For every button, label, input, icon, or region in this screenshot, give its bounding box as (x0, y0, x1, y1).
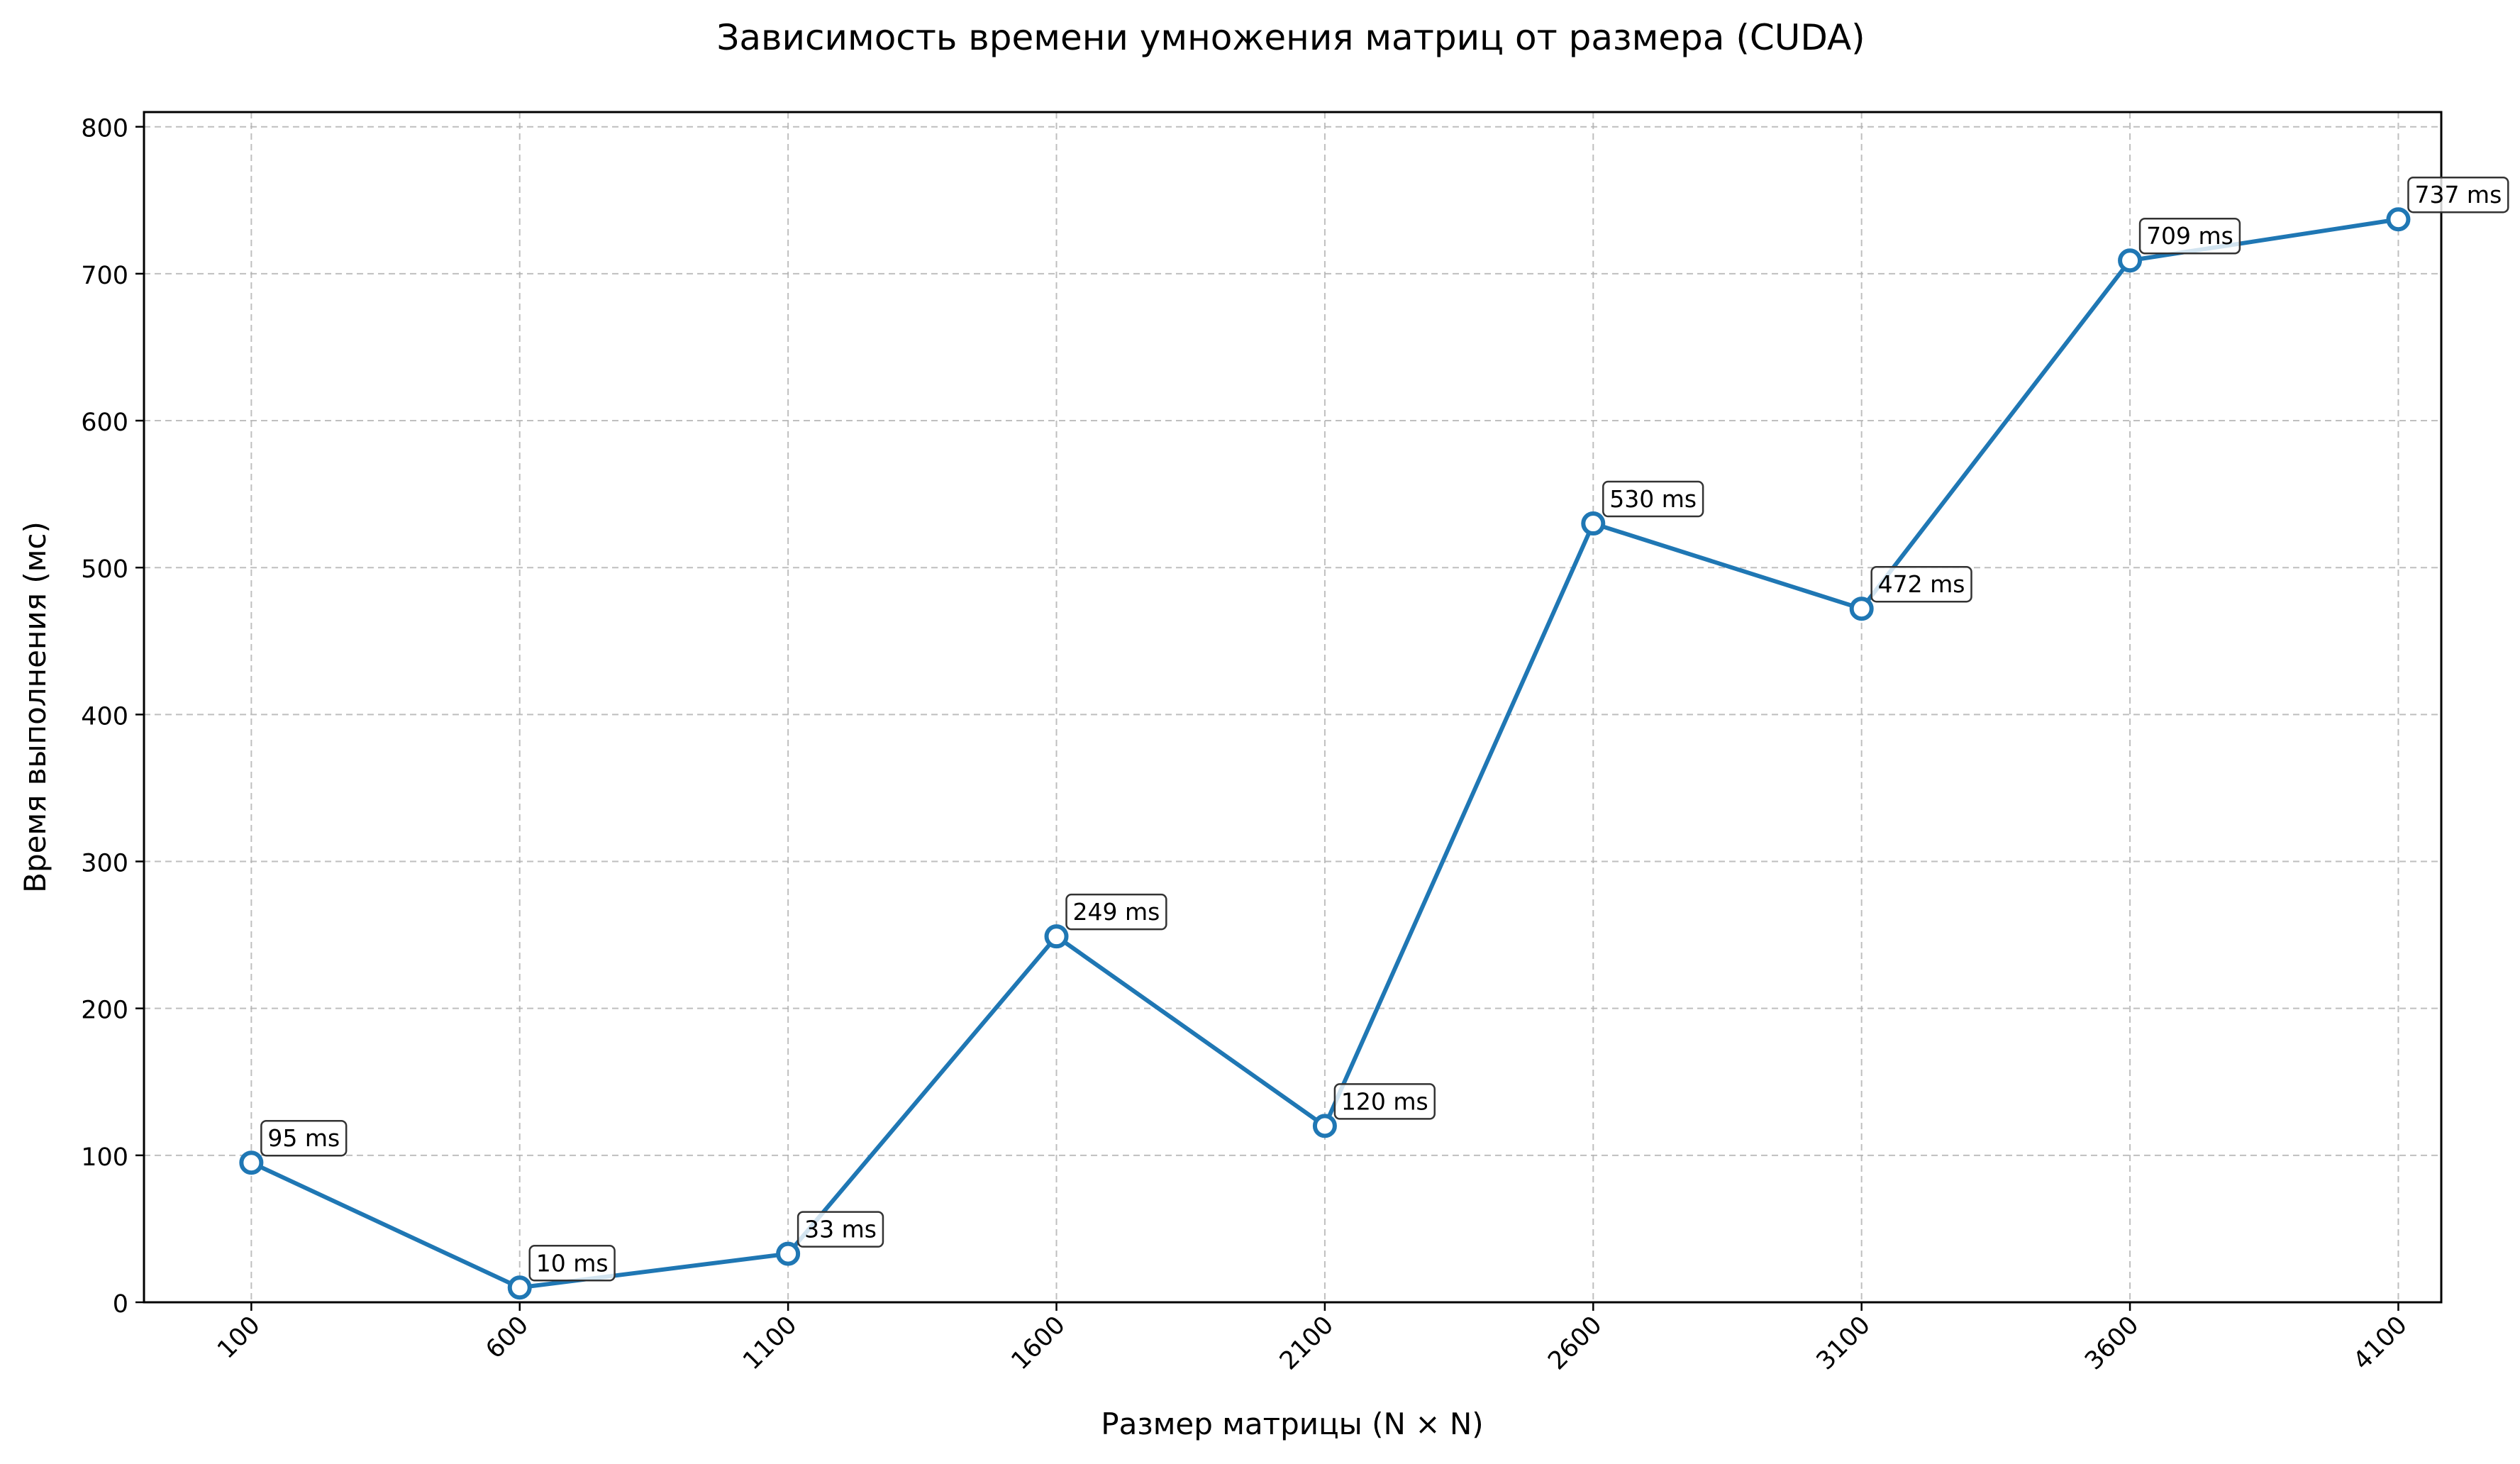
plot-area-frame (143, 111, 2443, 1304)
x-axis: 100 600 1100 1600 2100 2600 3100 3600 4100 (212, 1302, 2413, 1375)
y-tick-label: 100 (81, 1143, 128, 1172)
x-tick-label: 1100 (738, 1311, 802, 1375)
y-axis-label: Время выполнения (мс) (18, 521, 52, 893)
data-label-text: 249 ms (1073, 898, 1160, 926)
data-label-box (1333, 1083, 1436, 1120)
data-label-text: 10 ms (536, 1249, 609, 1277)
data-point (1849, 597, 1874, 621)
x-axis-label: Размер матрицы (N × N) (1101, 1407, 1483, 1441)
y-tick-label: 700 (81, 262, 128, 290)
grid (144, 112, 2441, 1303)
data-point (1044, 924, 1069, 949)
data-point (776, 1241, 801, 1266)
data-label-box (528, 1245, 616, 1282)
data-label-box (1602, 480, 1704, 518)
data-label-box (260, 1119, 348, 1157)
data-point (1312, 1114, 1337, 1138)
data-label: 530 ms (1602, 480, 1704, 518)
data-label-box (1870, 565, 1972, 603)
data-label-box (2138, 217, 2241, 255)
data-label-text: 120 ms (1341, 1087, 1428, 1115)
data-label-text: 709 ms (2146, 222, 2233, 250)
chart-title: Зависимость времени умножения матриц от … (716, 17, 1865, 58)
data-label: 120 ms (1333, 1083, 1436, 1120)
y-tick-label: 300 (81, 850, 128, 878)
data-label-text: 530 ms (1609, 485, 1697, 513)
y-tick-label: 0 (113, 1290, 128, 1319)
data-label: 709 ms (2138, 217, 2241, 255)
x-tick-label: 4100 (2348, 1311, 2413, 1375)
y-tick-label: 200 (81, 997, 128, 1025)
data-point (1581, 511, 1606, 536)
data-label-box (1065, 893, 1167, 931)
data-label-text: 95 ms (267, 1124, 340, 1152)
data-label: 249 ms (1065, 893, 1167, 931)
data-point (507, 1275, 532, 1300)
x-tick-label: 2100 (1275, 1311, 1339, 1375)
y-tick-label: 400 (81, 702, 128, 731)
x-tick-label: 2600 (1543, 1311, 1607, 1375)
x-tick-label: 3600 (2080, 1311, 2144, 1375)
y-tick-label: 500 (81, 555, 128, 584)
y-tick-label: 800 (81, 115, 128, 143)
data-label: 95 ms (260, 1119, 348, 1157)
data-label-box (2407, 176, 2509, 214)
data-point (239, 1150, 264, 1175)
x-tick-label: 1600 (1006, 1311, 1071, 1375)
x-tick-label: 3100 (1811, 1311, 1876, 1375)
data-label: 33 ms (796, 1211, 884, 1248)
data-labels-group: 95 ms 10 ms 33 ms 249 ms 120 ms 530 ms 472 ms 7… (260, 176, 2509, 1282)
data-point (2118, 248, 2143, 273)
data-label-box (796, 1211, 884, 1248)
data-label: 472 ms (1870, 565, 1972, 603)
y-axis: 0 100 200 300 400 500 600 700 800 (81, 115, 144, 1319)
y-tick-label: 600 (81, 409, 128, 437)
x-tick-label: 600 (481, 1311, 535, 1365)
data-point (2386, 207, 2411, 232)
data-label: 10 ms (528, 1245, 616, 1282)
data-label: 737 ms (2407, 176, 2509, 214)
data-label-text: 472 ms (1878, 570, 1965, 598)
x-tick-label: 100 (212, 1311, 266, 1365)
data-label-text: 33 ms (804, 1216, 877, 1243)
data-label-text: 737 ms (2414, 181, 2502, 209)
